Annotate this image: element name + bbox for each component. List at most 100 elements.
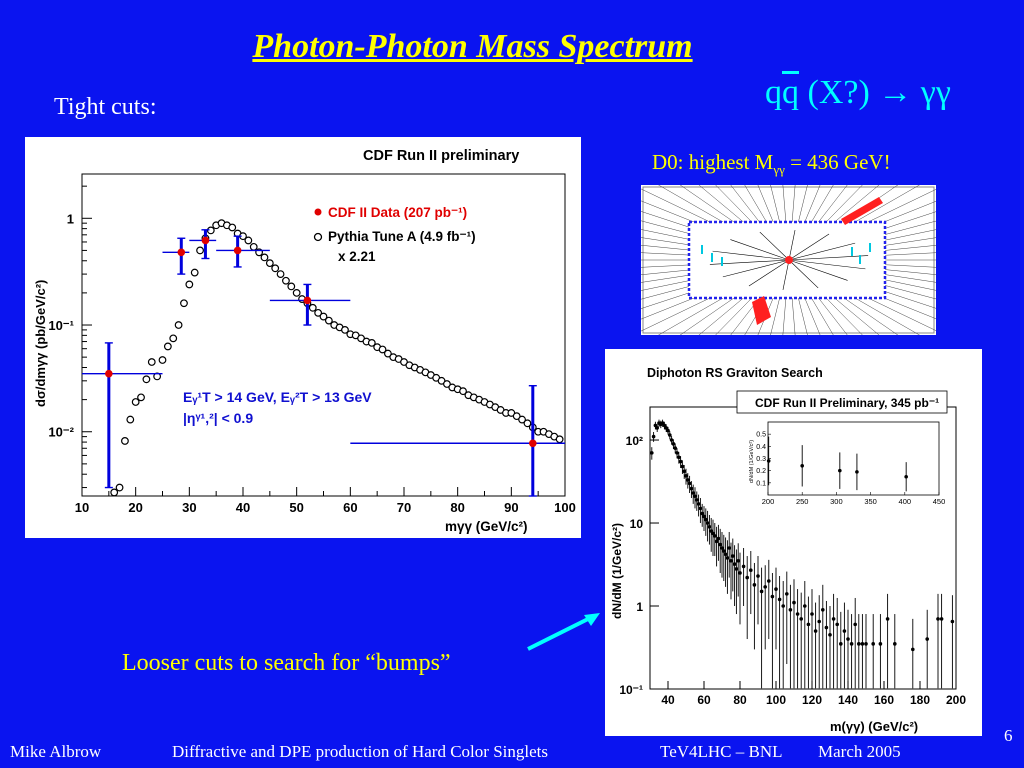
mc-point: [180, 299, 188, 308]
d0-hit: [701, 245, 703, 254]
graviton-point: [828, 632, 832, 637]
chart1-frame: [81, 173, 566, 497]
data-point: [105, 369, 113, 378]
graviton-point: [680, 464, 685, 469]
graviton-point: [650, 451, 654, 455]
data-point: [529, 439, 537, 448]
graviton-point: [720, 546, 724, 550]
d0-label-prefix: D0: highest M: [652, 150, 774, 174]
mc-point: [282, 276, 290, 285]
d0-inner-track: [788, 259, 848, 281]
graviton-point: [736, 559, 740, 563]
chart1-xtick-label: 80: [450, 500, 464, 515]
data-point: [233, 246, 242, 255]
graviton-point: [707, 525, 712, 529]
cuts-line-1: Eᵧ¹T > 14 GeV, Eᵧ²T > 13 GeV: [183, 389, 372, 405]
mc-point: [137, 393, 145, 402]
inset-ytick-label: 0.1: [756, 480, 766, 487]
slide-title: Photon-Photon Mass Spectrum: [252, 28, 693, 65]
chart3-xtick-label: 180: [910, 693, 930, 707]
graviton-point: [687, 481, 692, 486]
graviton-point: [725, 556, 730, 560]
inset-xtick-label: 400: [899, 497, 912, 506]
chart3-title: Diphoton RS Graviton Search: [647, 366, 823, 380]
chart3-ytick-label: 1: [636, 600, 643, 614]
graviton-point: [799, 617, 803, 621]
chart3-xtick-label: 80: [733, 693, 747, 707]
graviton-point: [813, 629, 818, 633]
footer-venue: TeV4LHC – BNL: [660, 742, 783, 761]
d0-photon-2-icon: [752, 296, 771, 325]
graviton-point: [817, 619, 821, 624]
chart1-xtick-label: 40: [236, 500, 250, 515]
d0-inner-track: [788, 242, 856, 261]
graviton-point: [803, 604, 807, 608]
chart1-ylabel: dσ/dmγγ (pb/GeV/c²): [33, 280, 48, 407]
graviton-point: [686, 478, 690, 482]
chart3-xlabel: m(γγ) (GeV/c²): [830, 719, 918, 734]
mc-point: [163, 342, 172, 351]
d0-inner-track: [712, 250, 790, 261]
mc-point: [147, 358, 156, 366]
mc-point: [174, 321, 183, 329]
cuts-line-2: |ηᵞ¹,²| < 0.9: [183, 410, 253, 426]
data-point: [201, 236, 210, 245]
graviton-point: [925, 637, 929, 641]
graviton-point: [767, 579, 771, 583]
chart1-xtick-label: 60: [343, 500, 357, 515]
inset-xtick-label: 250: [796, 497, 809, 506]
graviton-point: [693, 494, 697, 499]
graviton-point: [752, 583, 757, 587]
graviton-point: [677, 455, 681, 460]
graviton-point: [795, 612, 800, 616]
d0-highest-mass-label: D0: highest Mγγ = 436 GeV!: [652, 150, 891, 178]
graviton-point: [777, 597, 782, 602]
formula-q: q: [765, 74, 782, 111]
mc-point: [131, 398, 140, 406]
graviton-point: [713, 534, 717, 538]
mc-point: [308, 303, 317, 312]
data-point: [303, 296, 312, 305]
graviton-point: [911, 647, 915, 652]
mc-point: [523, 419, 532, 428]
graviton-point: [732, 562, 737, 566]
graviton-point: [950, 619, 955, 624]
graviton-point: [678, 459, 683, 464]
graviton-point: [835, 622, 839, 627]
graviton-point: [741, 564, 746, 569]
chart1-xlabel: mγγ (GeV/c²): [445, 519, 528, 534]
inset-point: [800, 464, 804, 468]
graviton-point: [704, 517, 708, 522]
inset-ytick-label: 0.5: [756, 432, 766, 439]
graviton-point: [738, 571, 742, 575]
d0-inner-track: [788, 233, 830, 261]
chart3-xtick-label: 60: [697, 693, 711, 707]
looser-cuts-label: Looser cuts to search for “bumps”: [122, 650, 451, 676]
inset-point: [855, 470, 859, 474]
mc-point: [367, 338, 376, 347]
inset-xtick-label: 450: [933, 497, 946, 506]
graviton-point: [878, 642, 883, 646]
graviton-search-chart: Diphoton RS Graviton Search 40 60 80 100 120…: [605, 349, 982, 736]
inset-xtick-label: 200: [762, 497, 775, 506]
mc-point: [260, 253, 269, 262]
chart1-xtick-label: 10: [75, 500, 89, 515]
d0-photon-1-icon: [841, 197, 883, 225]
mc-point: [121, 437, 129, 445]
graviton-point: [711, 531, 715, 536]
chart3-xtick-label: 160: [874, 693, 894, 707]
d0-inner-track: [759, 231, 790, 261]
legend-mc-scale: x 2.21: [338, 249, 376, 264]
formula-rest: (X?) → γγ: [799, 74, 951, 111]
graviton-point: [682, 469, 686, 474]
inset-ytick-label: 0.2: [756, 468, 766, 475]
graviton-point: [792, 600, 796, 605]
chart3-ytick-label: 10: [630, 517, 644, 531]
graviton-point: [849, 642, 854, 646]
graviton-point: [824, 625, 829, 630]
d0-hit: [869, 243, 871, 252]
mc-point: [319, 312, 328, 321]
d0-hit: [711, 253, 713, 262]
graviton-point: [705, 521, 710, 525]
graviton-point: [664, 426, 668, 430]
